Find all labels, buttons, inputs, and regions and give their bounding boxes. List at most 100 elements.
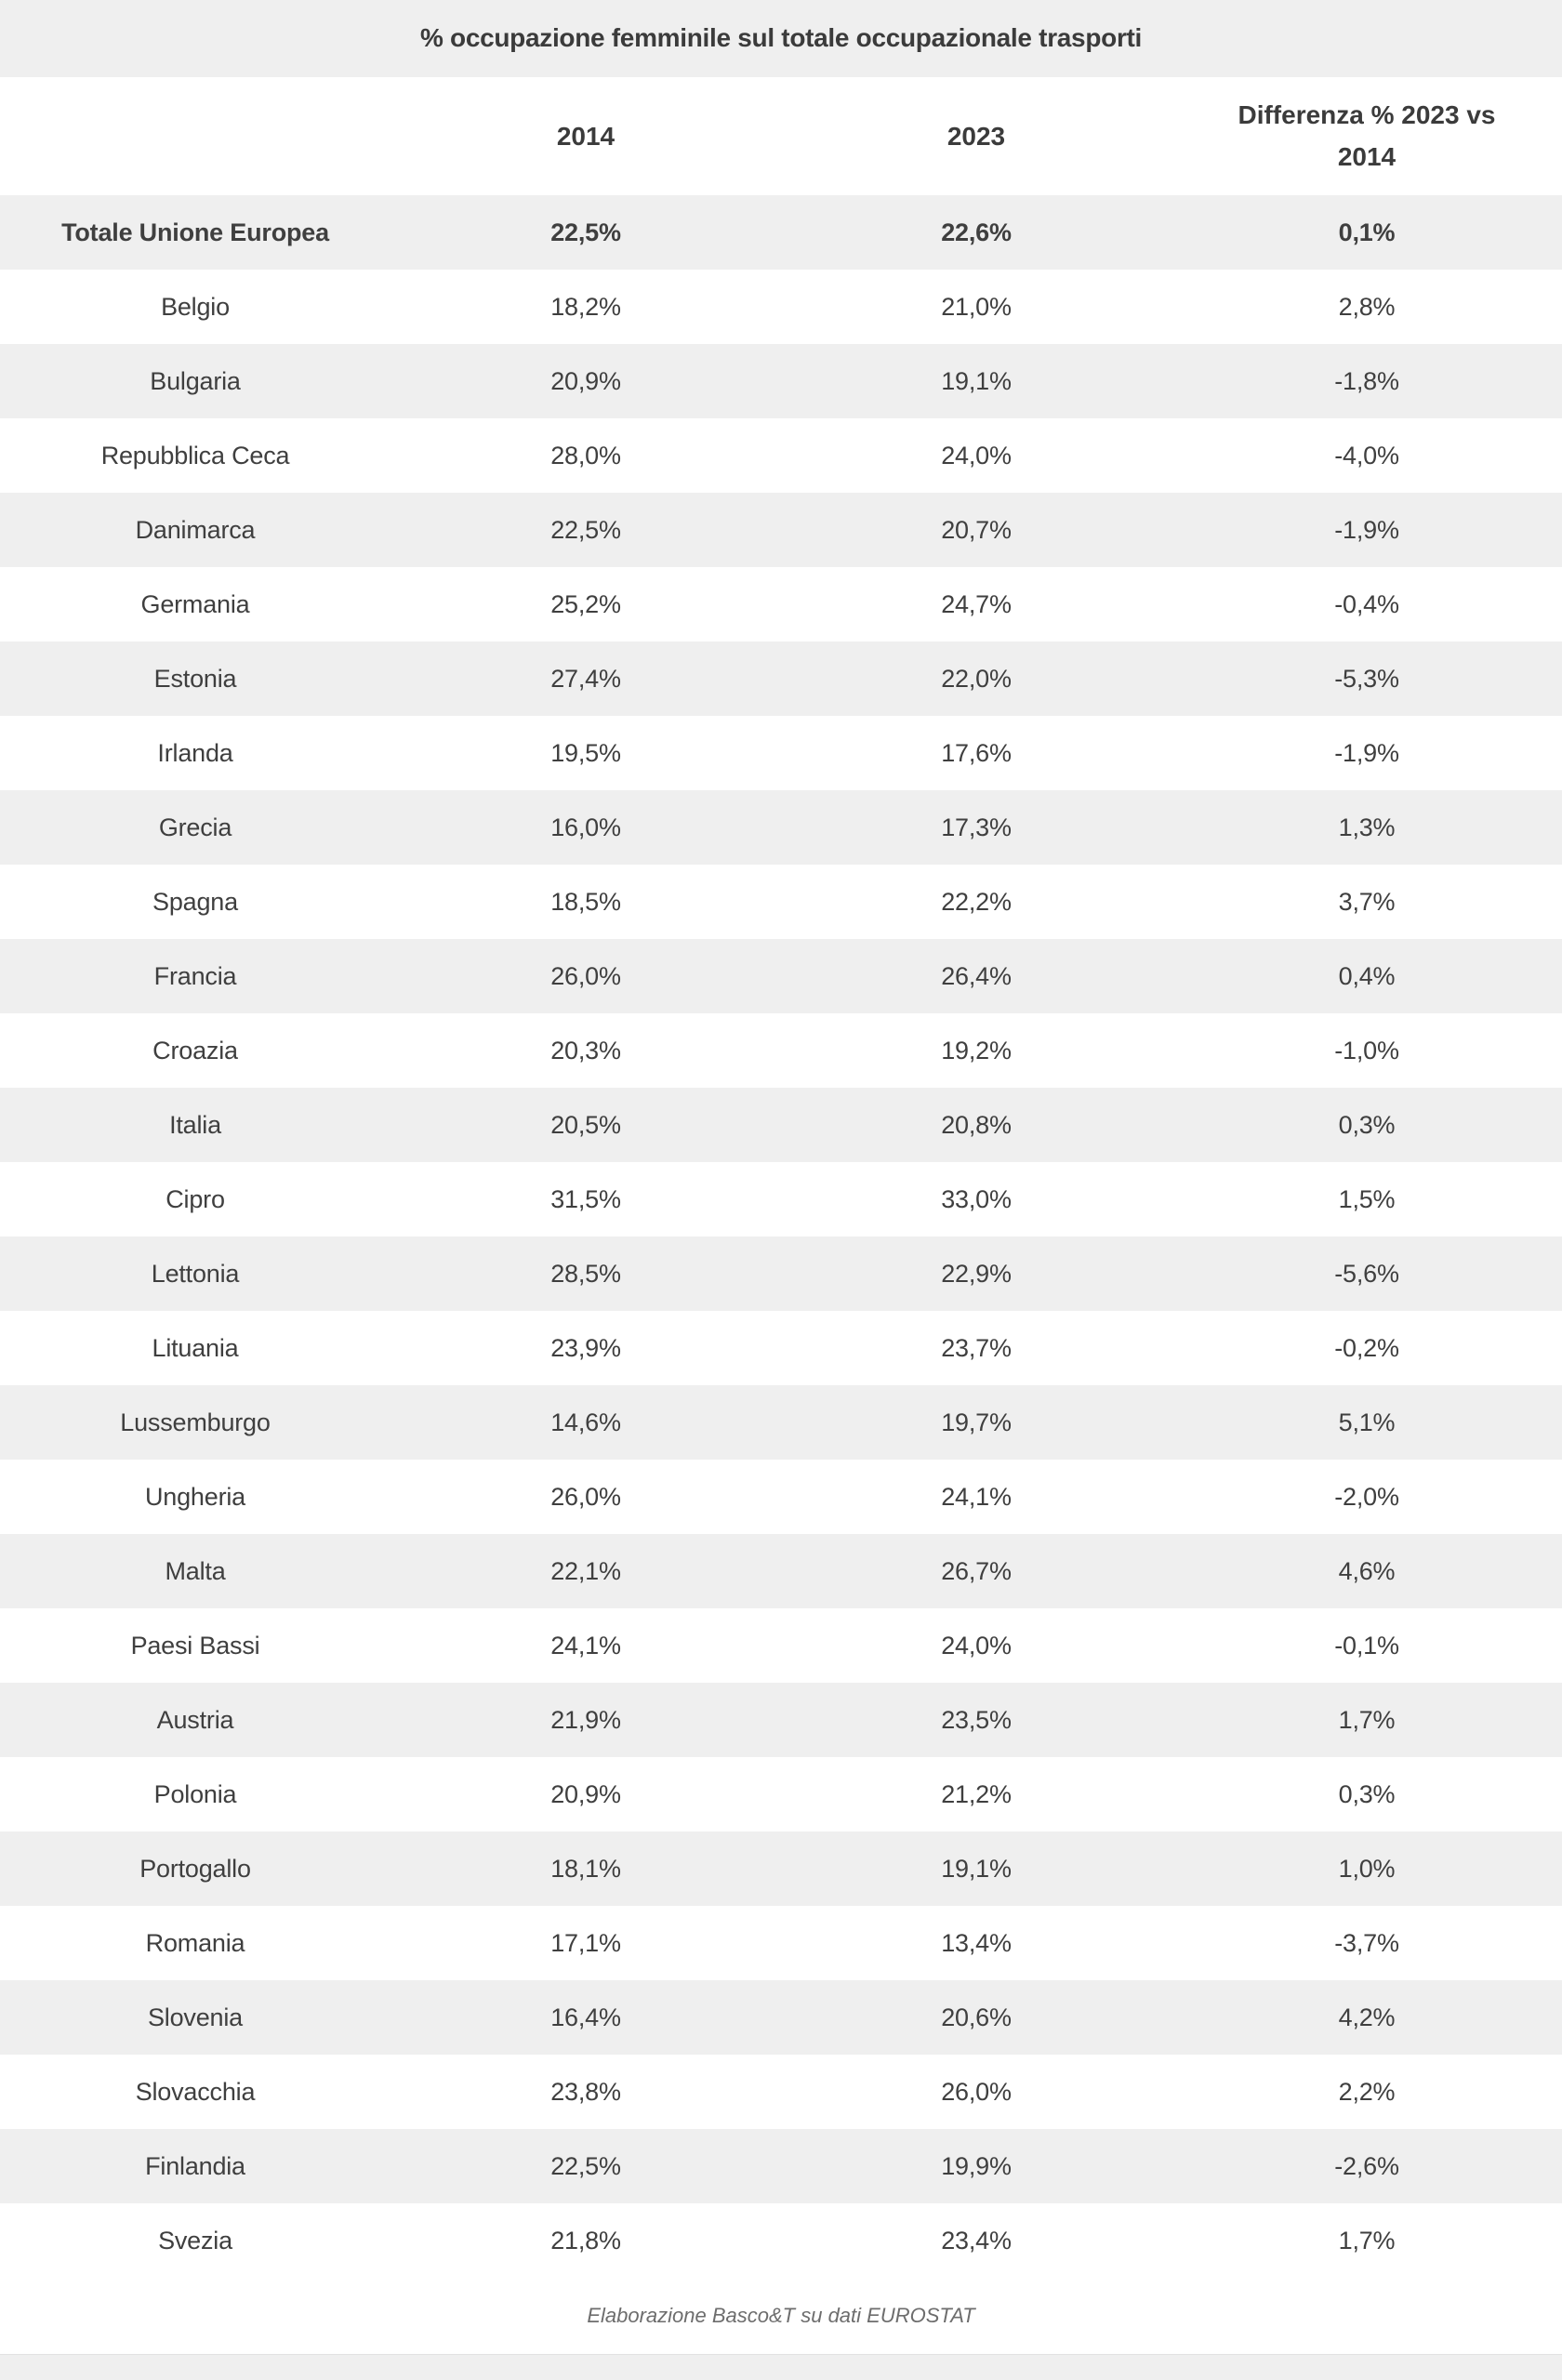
value-2014-cell: 18,5% — [550, 887, 621, 916]
col-header-diff: Differenza % 2023 vs 2014 — [1238, 99, 1496, 171]
country-cell: Paesi Bassi — [130, 1631, 260, 1659]
value-2023-cell: 19,7% — [941, 1408, 1012, 1436]
diff-cell: 0,3% — [1338, 1779, 1396, 1808]
diff-cell: -5,3% — [1334, 664, 1399, 693]
diff-cell: 0,1% — [1338, 218, 1396, 246]
diff-cell: -1,0% — [1334, 1036, 1399, 1064]
value-2014-cell: 28,0% — [550, 441, 621, 469]
value-2014-cell: 26,0% — [550, 961, 621, 990]
value-2023-cell: 19,9% — [941, 2151, 1012, 2180]
country-cell: Ungheria — [145, 1482, 245, 1511]
diff-cell: -4,0% — [1334, 441, 1399, 469]
table-row: Belgio 18,2% 21,0% 2,8% — [0, 270, 1562, 345]
table-row: Francia 26,0% 26,4% 0,4% — [0, 939, 1562, 1014]
diff-cell: -1,8% — [1334, 366, 1399, 395]
value-2023-cell: 22,9% — [941, 1259, 1012, 1288]
value-2014-cell: 14,6% — [550, 1408, 621, 1436]
value-2014-cell: 23,8% — [550, 2077, 621, 2106]
value-2014-cell: 28,5% — [550, 1259, 621, 1288]
value-2023-cell: 23,4% — [941, 2226, 1012, 2254]
bottom-strip — [0, 2354, 1562, 2380]
value-2023-cell: 24,1% — [941, 1482, 1012, 1511]
value-2014-cell: 25,2% — [550, 589, 621, 618]
value-2014-cell: 20,3% — [550, 1036, 621, 1064]
country-cell: Irlanda — [157, 738, 233, 767]
country-cell: Totale Unione Europea — [61, 218, 329, 246]
diff-cell: -0,2% — [1334, 1333, 1399, 1362]
table-row: Finlandia 22,5% 19,9% -2,6% — [0, 2129, 1562, 2204]
diff-cell: 3,7% — [1338, 887, 1396, 916]
table-row: Estonia 27,4% 22,0% -5,3% — [0, 641, 1562, 717]
diff-cell: 0,3% — [1338, 1110, 1396, 1139]
table-row: Repubblica Ceca 28,0% 24,0% -4,0% — [0, 418, 1562, 494]
value-2023-cell: 26,0% — [941, 2077, 1012, 2106]
diff-cell: -1,9% — [1334, 738, 1399, 767]
value-2014-cell: 16,4% — [550, 2003, 621, 2031]
table-row: Polonia 20,9% 21,2% 0,3% — [0, 1757, 1562, 1832]
value-2014-cell: 20,5% — [550, 1110, 621, 1139]
value-2023-cell: 20,6% — [941, 2003, 1012, 2031]
value-2014-cell: 22,1% — [550, 1556, 621, 1585]
diff-cell: 1,7% — [1338, 1705, 1396, 1734]
value-2014-cell: 31,5% — [550, 1184, 621, 1213]
table-row: Croazia 20,3% 19,2% -1,0% — [0, 1013, 1562, 1089]
country-cell: Francia — [153, 961, 237, 990]
country-cell: Finlandia — [145, 2151, 245, 2180]
value-2014-cell: 22,5% — [550, 2151, 621, 2180]
diff-cell: 0,4% — [1338, 961, 1396, 990]
value-2023-cell: 26,7% — [941, 1556, 1012, 1585]
country-cell: Bulgaria — [150, 366, 241, 395]
country-cell: Slovenia — [148, 2003, 243, 2031]
value-2023-cell: 24,7% — [941, 589, 1012, 618]
diff-cell: -0,4% — [1334, 589, 1399, 618]
table-row: Romania 17,1% 13,4% -3,7% — [0, 1906, 1562, 1981]
col-header-2023: 2023 — [946, 121, 1006, 151]
table-row: Spagna 18,5% 22,2% 3,7% — [0, 865, 1562, 940]
diff-cell: 4,2% — [1338, 2003, 1396, 2031]
table-row: Totale Unione Europea 22,5% 22,6% 0,1% — [0, 195, 1562, 271]
diff-cell: -3,7% — [1334, 1928, 1399, 1957]
value-2014-cell: 20,9% — [550, 1779, 621, 1808]
diff-cell: -2,0% — [1334, 1482, 1399, 1511]
table-row: Cipro 31,5% 33,0% 1,5% — [0, 1162, 1562, 1237]
diff-cell: 2,8% — [1338, 292, 1396, 321]
diff-cell: -2,6% — [1334, 2151, 1399, 2180]
value-2023-cell: 22,6% — [941, 218, 1012, 246]
value-2023-cell: 23,5% — [941, 1705, 1012, 1734]
value-2014-cell: 22,5% — [550, 515, 621, 544]
table-row: Slovenia 16,4% 20,6% 4,2% — [0, 1980, 1562, 2056]
value-2014-cell: 23,9% — [550, 1333, 621, 1362]
value-2023-cell: 22,0% — [941, 664, 1012, 693]
value-2014-cell: 18,2% — [550, 292, 621, 321]
diff-cell: -0,1% — [1334, 1631, 1399, 1659]
table-row: Italia 20,5% 20,8% 0,3% — [0, 1088, 1562, 1163]
table-header-row: 2014 2023 Differenza % 2023 vs 2014 — [0, 76, 1562, 196]
value-2023-cell: 19,1% — [941, 366, 1012, 395]
value-2023-cell: 17,3% — [941, 813, 1012, 841]
country-cell: Germania — [140, 589, 250, 618]
value-2023-cell: 19,2% — [941, 1036, 1012, 1064]
value-2014-cell: 17,1% — [550, 1928, 621, 1957]
value-2023-cell: 33,0% — [941, 1184, 1012, 1213]
table-title-bar: % occupazione femminile sul totale occup… — [0, 0, 1562, 77]
value-2023-cell: 20,8% — [941, 1110, 1012, 1139]
country-cell: Estonia — [153, 664, 237, 693]
value-2023-cell: 22,2% — [941, 887, 1012, 916]
diff-cell: 5,1% — [1338, 1408, 1396, 1436]
country-cell: Austria — [156, 1705, 234, 1734]
country-cell: Malta — [165, 1556, 226, 1585]
table-row: Lettonia 28,5% 22,9% -5,6% — [0, 1236, 1562, 1312]
country-cell: Cipro — [165, 1184, 225, 1213]
country-cell: Slovacchia — [135, 2077, 256, 2106]
diff-cell: 4,6% — [1338, 1556, 1396, 1585]
diff-cell: 1,5% — [1338, 1184, 1396, 1213]
diff-cell: -5,6% — [1334, 1259, 1399, 1288]
country-cell: Svezia — [158, 2226, 232, 2254]
country-cell: Lituania — [152, 1333, 239, 1362]
country-cell: Grecia — [158, 813, 232, 841]
table-row: Slovacchia 23,8% 26,0% 2,2% — [0, 2055, 1562, 2130]
value-2014-cell: 19,5% — [550, 738, 621, 767]
table-row: Lituania 23,9% 23,7% -0,2% — [0, 1311, 1562, 1386]
value-2014-cell: 21,8% — [550, 2226, 621, 2254]
